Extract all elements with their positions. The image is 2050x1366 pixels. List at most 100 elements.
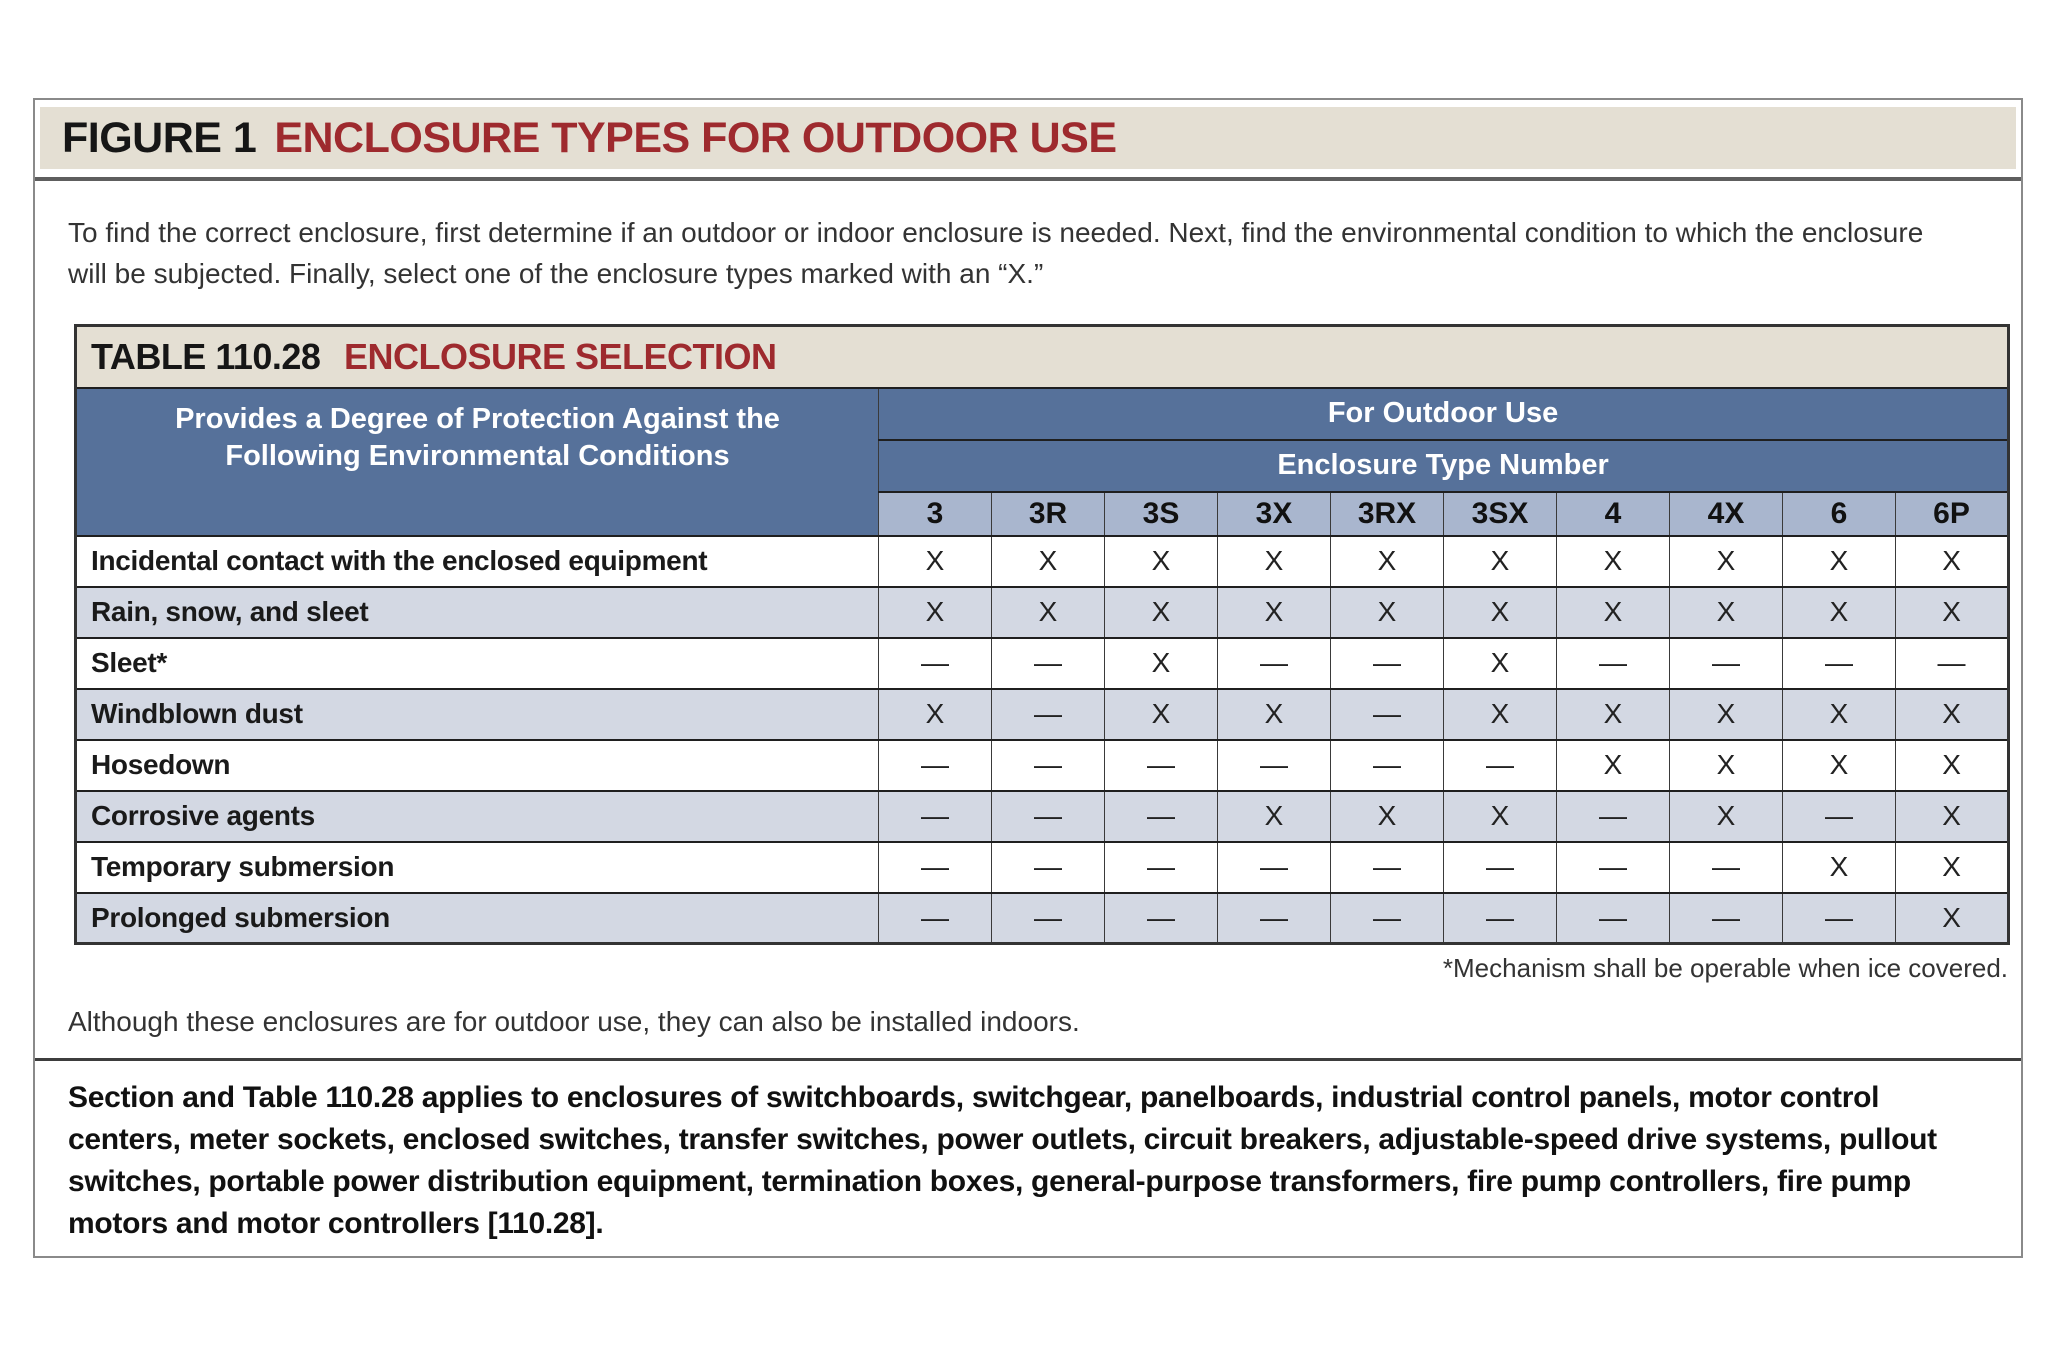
mark-x: X — [1217, 789, 1331, 843]
table-row: Windblown dust X — X X — X X X X X — [75, 687, 2010, 741]
column-header-4x: 4X — [1669, 490, 1783, 537]
mark-x: X — [878, 687, 992, 741]
mark-dash: — — [1443, 891, 1557, 945]
mark-dash: — — [878, 738, 992, 792]
mark-x: X — [1330, 534, 1444, 588]
mark-x: X — [1556, 534, 1670, 588]
mark-x: X — [991, 585, 1105, 639]
mark-dash: — — [991, 687, 1105, 741]
mark-dash: — — [1556, 840, 1670, 894]
mark-x: X — [1782, 687, 1896, 741]
mark-x: X — [1782, 534, 1896, 588]
mark-x: X — [1894, 534, 2010, 588]
mark-x: X — [878, 534, 992, 588]
application-note: Section and Table 110.28 applies to encl… — [68, 1081, 1937, 1241]
figure-frame: FIGURE 1 ENCLOSURE TYPES FOR OUTDOOR USE… — [33, 98, 2023, 1258]
mark-dash: — — [1330, 687, 1444, 741]
enclosure-selection-table: TABLE 110.28 ENCLOSURE SELECTION Provide… — [74, 324, 2011, 946]
indoor-note: Although these enclosures are for outdoo… — [68, 1006, 1080, 1038]
group-header-row: Provides a Degree of Protection Against … — [75, 386, 2010, 537]
protection-header-cell: Provides a Degree of Protection Against … — [75, 386, 879, 537]
row-label: Hosedown — [75, 738, 879, 792]
mark-dash: — — [1104, 891, 1218, 945]
table-row: Prolonged submersion — — — — — — — — — X — [75, 891, 2010, 945]
row-label: Corrosive agents — [75, 789, 879, 843]
mark-x: X — [1443, 789, 1557, 843]
column-header-3x: 3X — [1217, 490, 1331, 537]
column-header-3sx: 3SX — [1443, 490, 1557, 537]
mark-dash: — — [1556, 891, 1670, 945]
mark-dash: — — [1782, 891, 1896, 945]
mark-dash: — — [1217, 891, 1331, 945]
table-row: Sleet* — — X — — X — — — — — [75, 636, 2010, 690]
table-row: Incidental contact with the enclosed equ… — [75, 534, 2010, 588]
figure-title-bar: FIGURE 1 ENCLOSURE TYPES FOR OUTDOOR USE — [40, 107, 2016, 169]
subgroup-header-row: Enclosure Type Number — [76, 438, 2010, 493]
mark-dash: — — [1104, 840, 1218, 894]
row-label: Prolonged submersion — [75, 891, 879, 945]
mark-dash: — — [1669, 840, 1783, 894]
row-label: Rain, snow, and sleet — [75, 585, 879, 639]
intro-text: To find the correct enclosure, first det… — [68, 217, 1924, 289]
mark-x: X — [1217, 534, 1331, 588]
mark-x: X — [1894, 738, 2010, 792]
mark-dash: — — [991, 840, 1105, 894]
mark-dash: — — [1556, 636, 1670, 690]
mark-dash: — — [1669, 891, 1783, 945]
row-label: Incidental contact with the enclosed equ… — [75, 534, 879, 588]
mark-dash: — — [1330, 840, 1444, 894]
row-label: Sleet* — [75, 636, 879, 690]
mark-x: X — [1104, 585, 1218, 639]
table-row: Temporary submersion — — — — — — — — X X — [75, 840, 2010, 894]
mark-dash: — — [1782, 789, 1896, 843]
mark-dash: — — [878, 840, 992, 894]
mark-dash: — — [1894, 636, 2010, 690]
row-label: Windblown dust — [75, 687, 879, 741]
mark-x: X — [1443, 585, 1557, 639]
mark-dash: — — [1556, 789, 1670, 843]
figure-title: ENCLOSURE TYPES FOR OUTDOOR USE — [274, 113, 1117, 162]
mark-x: X — [1894, 840, 2010, 894]
column-header-6: 6 — [1782, 490, 1896, 537]
figure-label: FIGURE 1 — [62, 113, 257, 162]
enclosure-type-number-header: Enclosure Type Number — [877, 438, 2010, 493]
outdoor-use-header: For Outdoor Use — [877, 386, 2010, 441]
mark-x: X — [1894, 585, 2010, 639]
mark-dash: — — [1330, 636, 1444, 690]
table-caption: TABLE 110.28 ENCLOSURE SELECTION — [74, 324, 2010, 389]
column-header-6p: 6P — [1894, 490, 2010, 537]
mark-x: X — [1782, 585, 1896, 639]
mark-dash: — — [878, 789, 992, 843]
table-body: Incidental contact with the enclosed equ… — [75, 534, 2010, 945]
table-caption-label: TABLE 110.28 — [91, 335, 321, 377]
mark-dash: — — [991, 789, 1105, 843]
mark-x: X — [1443, 636, 1557, 690]
table-row: Rain, snow, and sleet X X X X X X X X X X — [75, 585, 2010, 639]
mark-x: X — [1894, 891, 2010, 945]
mark-x: X — [1669, 585, 1783, 639]
mark-x: X — [1669, 534, 1783, 588]
table-row: Hosedown — — — — — — X X X X — [75, 738, 2010, 792]
column-header-3s: 3S — [1104, 490, 1218, 537]
mark-dash: — — [1104, 738, 1218, 792]
mark-dash: — — [1782, 636, 1896, 690]
mark-x: X — [1443, 534, 1557, 588]
mark-dash: — — [991, 636, 1105, 690]
mark-x: X — [1217, 687, 1331, 741]
mark-dash: — — [1443, 840, 1557, 894]
mark-x: X — [878, 585, 992, 639]
mark-dash: — — [1217, 636, 1331, 690]
mark-x: X — [991, 534, 1105, 588]
mark-dash: — — [1669, 636, 1783, 690]
table-zone: TABLE 110.28 ENCLOSURE SELECTION Provide… — [74, 324, 2011, 984]
mark-x: X — [1104, 636, 1218, 690]
title-divider — [35, 177, 2021, 181]
column-header-3r: 3R — [991, 490, 1105, 537]
mark-dash: — — [878, 636, 992, 690]
section-divider — [35, 1058, 2021, 1062]
mark-x: X — [1217, 585, 1331, 639]
mark-x: X — [1556, 738, 1670, 792]
column-header-4: 4 — [1556, 490, 1670, 537]
mark-x: X — [1669, 789, 1783, 843]
